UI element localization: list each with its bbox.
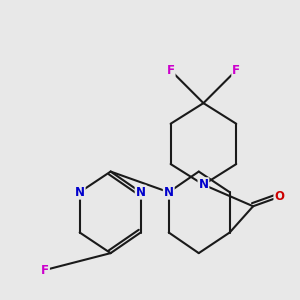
Text: O: O <box>274 190 284 203</box>
Text: N: N <box>164 186 174 199</box>
Text: N: N <box>136 186 146 199</box>
Text: F: F <box>41 263 49 277</box>
Text: N: N <box>75 186 85 199</box>
Text: N: N <box>198 178 208 191</box>
Text: F: F <box>232 64 240 77</box>
Text: F: F <box>167 64 175 77</box>
